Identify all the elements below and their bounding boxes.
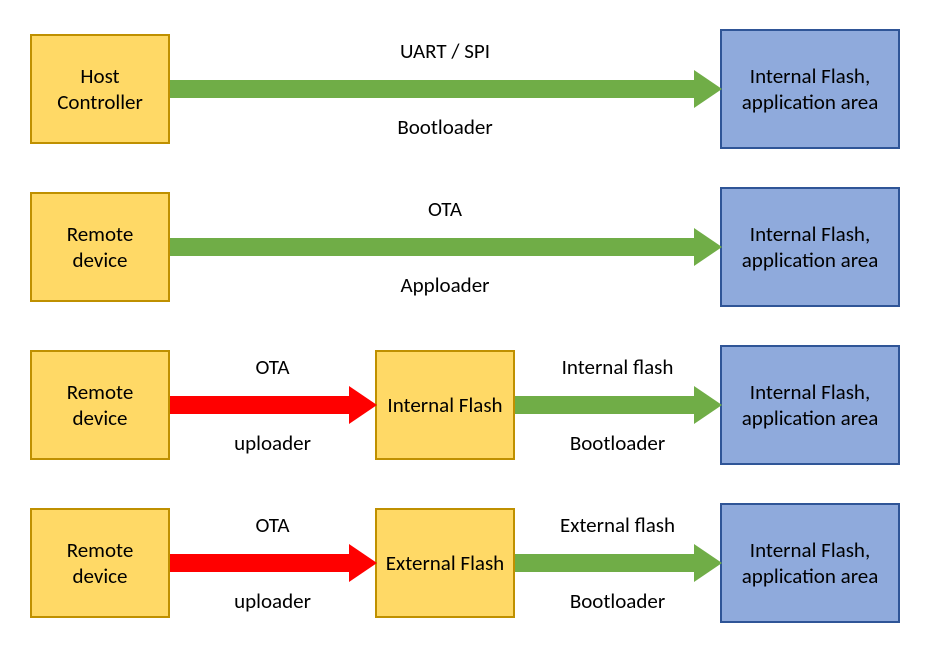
dest-box: Internal Flash, application area: [720, 503, 900, 623]
arrow-bottom-label: Bootloader: [515, 430, 720, 456]
flow-row-3: Remote device OTA uploader Internal Flas…: [30, 336, 900, 474]
arrow-top-label: OTA: [170, 354, 375, 380]
arrow-segment-1: OTA uploader: [170, 508, 375, 618]
arrow-bottom-label: Bootloader: [170, 114, 720, 140]
arrow-bottom-label: Bootloader: [515, 588, 720, 614]
arrow-green: [170, 80, 720, 98]
source-box: Remote device: [30, 350, 170, 460]
dest-box: Internal Flash, application area: [720, 187, 900, 307]
arrow-red: [170, 554, 375, 572]
arrow-bottom-label: uploader: [170, 588, 375, 614]
arrow-top-label: External flash: [515, 512, 720, 538]
dest-box: Internal Flash, application area: [720, 29, 900, 149]
source-box: Host Controller: [30, 34, 170, 144]
mid-box: External Flash: [375, 508, 515, 618]
flow-row-2: Remote device OTA Apploader Internal Fla…: [30, 178, 900, 316]
arrow-green: [515, 396, 720, 414]
flow-row-1: Host Controller UART / SPI Bootloader In…: [30, 20, 900, 158]
arrow-green: [170, 238, 720, 256]
dest-box: Internal Flash, application area: [720, 345, 900, 465]
arrow-top-label: Internal flash: [515, 354, 720, 380]
arrow-segment-2: External flash Bootloader: [515, 508, 720, 618]
arrow-bottom-label: uploader: [170, 430, 375, 456]
source-box: Remote device: [30, 192, 170, 302]
arrow-red: [170, 396, 375, 414]
arrow-green: [515, 554, 720, 572]
mid-box: Internal Flash: [375, 350, 515, 460]
arrow-top-label: OTA: [170, 196, 720, 222]
arrow-segment: OTA Apploader: [170, 192, 720, 302]
arrow-segment-1: OTA uploader: [170, 350, 375, 460]
source-box: Remote device: [30, 508, 170, 618]
arrow-top-label: OTA: [170, 512, 375, 538]
flow-row-4: Remote device OTA uploader External Flas…: [30, 494, 900, 632]
arrow-segment: UART / SPI Bootloader: [170, 34, 720, 144]
arrow-bottom-label: Apploader: [170, 272, 720, 298]
arrow-top-label: UART / SPI: [170, 38, 720, 64]
arrow-segment-2: Internal flash Bootloader: [515, 350, 720, 460]
